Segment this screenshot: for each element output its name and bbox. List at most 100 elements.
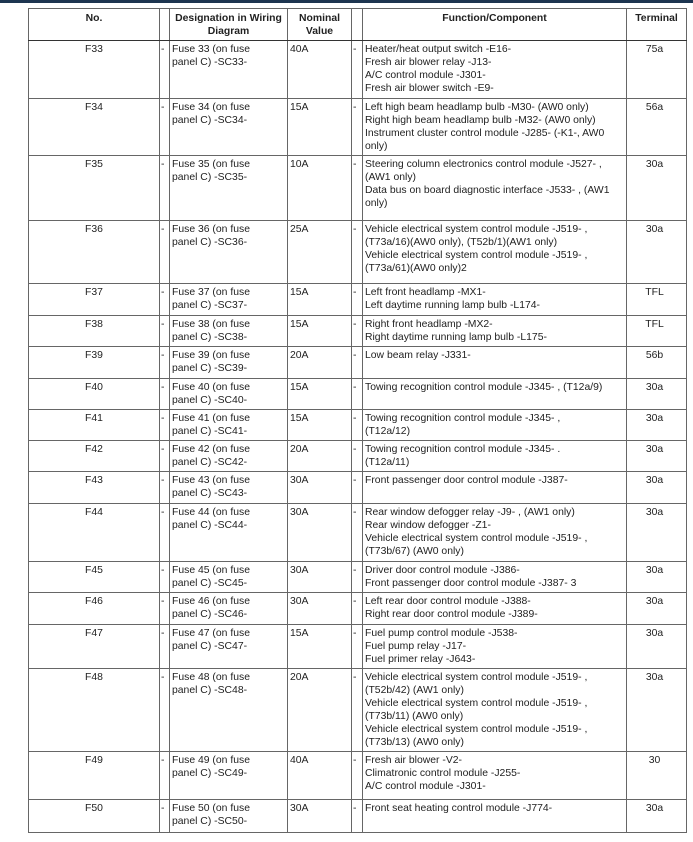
table-row: F42- Fuse 42 (on fuse panel C) -SC42- 20A - T… (28, 440, 687, 472)
nominal-value: 20A (287, 346, 352, 379)
designation-cell: Fuse 45 (on fuse panel C) -SC45- (169, 561, 288, 593)
fuse-number: F47 (28, 624, 160, 669)
function-line: Left front headlamp -MX1- (365, 287, 486, 298)
dash-marker: - (159, 503, 170, 562)
designation-line: panel C) -SC50- (172, 816, 248, 827)
designation-cell: Fuse 41 (on fuse panel C) -SC41- (169, 409, 288, 441)
dash-marker: - (351, 40, 363, 99)
designation-cell: Fuse 40 (on fuse panel C) -SC40- (169, 378, 288, 410)
table-row: F44- Fuse 44 (on fuse panel C) -SC44- 30A - R… (28, 503, 687, 562)
function-line: Towing recognition control module -J345-… (365, 382, 603, 393)
nominal-value: 15A (287, 409, 352, 441)
function-line: (T73a/16)(AW0 only), (T52b/1)(AW1 only) (365, 237, 558, 248)
table-row: F41- Fuse 41 (on fuse panel C) -SC41- 15A - T… (28, 409, 687, 441)
dash-marker: - (351, 440, 363, 472)
fuse-number: F49 (28, 751, 160, 800)
dash-marker: - (351, 409, 363, 441)
function-cell: Fuel pump control module -J538- Fuel pump… (362, 624, 627, 669)
designation-cell: Fuse 37 (on fuse panel C) -SC37- (169, 283, 288, 316)
nominal-value: 10A (287, 155, 352, 221)
function-line: A/C control module -J301- (365, 70, 486, 81)
designation-line: panel C) -SC36- (172, 237, 248, 248)
function-line: only) (365, 141, 388, 152)
function-line: Vehicle electrical system control module… (365, 250, 588, 261)
fuse-number: F44 (28, 503, 160, 562)
designation-line: Fuse 35 (on fuse (172, 159, 250, 170)
dash-marker: - (351, 799, 363, 833)
function-line: Climatronic control module -J255- (365, 768, 521, 779)
dash-marker: - (351, 220, 363, 284)
fuse-number: F37 (28, 283, 160, 316)
function-line: Front passenger door control module -J38… (365, 578, 577, 589)
function-cell: Towing recognition control module -J345-… (362, 378, 627, 410)
function-line: Driver door control module -J386- (365, 565, 520, 576)
function-cell: Right front headlamp -MX2- Right daytime … (362, 315, 627, 347)
top-bar (0, 0, 693, 3)
fuse-number: F41 (28, 409, 160, 441)
terminal-value: 75a (626, 40, 687, 99)
designation-line: Fuse 42 (on fuse (172, 444, 250, 455)
terminal-value: 30a (626, 592, 687, 625)
nominal-value: 30A (287, 592, 352, 625)
terminal-value: 56b (626, 346, 687, 379)
designation-line: Fuse 36 (on fuse (172, 224, 250, 235)
dash-marker: - (159, 799, 170, 833)
designation-line: Fuse 41 (on fuse (172, 413, 250, 424)
dash-marker: - (351, 624, 363, 669)
designation-cell: Fuse 47 (on fuse panel C) -SC47- (169, 624, 288, 669)
terminal-value: 30a (626, 440, 687, 472)
designation-cell: Fuse 50 (on fuse panel C) -SC50- (169, 799, 288, 833)
designation-line: Fuse 43 (on fuse (172, 475, 250, 486)
nominal-value: 40A (287, 40, 352, 99)
dash-marker: - (159, 346, 170, 379)
nominal-value: 25A (287, 220, 352, 284)
terminal-value: 30a (626, 668, 687, 752)
dash-marker: - (351, 751, 363, 800)
designation-line: panel C) -SC39- (172, 363, 248, 374)
nominal-value: 20A (287, 668, 352, 752)
function-cell: Left rear door control module -J388- Righ… (362, 592, 627, 625)
designation-line: panel C) -SC33- (172, 57, 248, 68)
function-line: Fresh air blower -V2- (365, 755, 463, 766)
designation-line: Fuse 44 (on fuse (172, 507, 250, 518)
designation-line: Fuse 47 (on fuse (172, 628, 250, 639)
function-line: only) (365, 198, 388, 209)
function-line: Rear window defogger -Z1- (365, 520, 491, 531)
fuse-number: F33 (28, 40, 160, 99)
function-cell: Fresh air blower -V2- Climatronic control… (362, 751, 627, 800)
designation-line: panel C) -SC46- (172, 609, 248, 620)
dash-marker: - (351, 98, 363, 156)
nominal-value: 15A (287, 283, 352, 316)
function-line: Fuel pump control module -J538- (365, 628, 518, 639)
function-line: Right high beam headlamp bulb -M32- (AW0… (365, 115, 596, 126)
designation-line: Fuse 49 (on fuse (172, 755, 250, 766)
header-spacer (351, 8, 363, 41)
dash-marker: - (159, 440, 170, 472)
nominal-value: 15A (287, 624, 352, 669)
designation-line: panel C) -SC37- (172, 300, 248, 311)
table-row: F48- Fuse 48 (on fuse panel C) -SC48- 20A - V… (28, 668, 687, 752)
fuse-number: F40 (28, 378, 160, 410)
nominal-value: 20A (287, 440, 352, 472)
function-cell: Front passenger door control module -J38… (362, 471, 627, 504)
designation-cell: Fuse 44 (on fuse panel C) -SC44- (169, 503, 288, 562)
designation-line: Fuse 33 (on fuse (172, 44, 250, 55)
function-line: A/C control module -J301- (365, 781, 486, 792)
fuse-number: F34 (28, 98, 160, 156)
function-cell: Driver door control module -J386- Front p… (362, 561, 627, 593)
fuse-number: F48 (28, 668, 160, 752)
function-line: (T73b/11) (AW0 only) (365, 711, 464, 722)
function-line: Right daytime running lamp bulb -L175- (365, 332, 547, 343)
function-line: Left high beam headlamp bulb -M30- (AW0 … (365, 102, 589, 113)
terminal-value: 30 (626, 751, 687, 800)
dash-marker: - (351, 668, 363, 752)
terminal-value: 30a (626, 799, 687, 833)
designation-line: Fuse 50 (on fuse (172, 803, 250, 814)
designation-cell: Fuse 36 (on fuse panel C) -SC36- (169, 220, 288, 284)
dash-marker: - (159, 40, 170, 99)
table-row: F50- Fuse 50 (on fuse panel C) -SC50- 30A - F… (28, 799, 687, 833)
terminal-value: TFL (626, 283, 687, 316)
table-row: F49- Fuse 49 (on fuse panel C) -SC49- 40A - F… (28, 751, 687, 800)
nominal-value: 40A (287, 751, 352, 800)
dash-marker: - (159, 378, 170, 410)
